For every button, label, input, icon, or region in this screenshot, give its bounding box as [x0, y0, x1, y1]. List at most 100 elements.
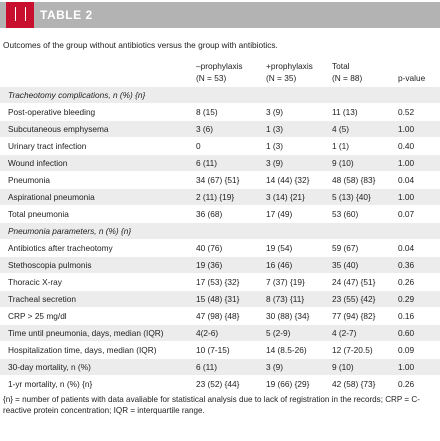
row-label: Aspirational pneumonia: [8, 192, 95, 202]
row-label: Thoracic X-ray: [8, 277, 62, 287]
table-row: Antibiotics after tracheotomy 40 (76) 19 (…: [0, 240, 440, 257]
cell: 40 (76): [196, 243, 223, 253]
row-label: Urinary tract infection: [8, 141, 87, 151]
table-row: 30-day mortality, n (%) 6 (11) 3 (9) 9 (10)…: [0, 358, 440, 376]
table-row: Wound infection 6 (11) 3 (9) 9 (10) 1.00: [0, 154, 440, 172]
column-n: (N = 35): [266, 73, 297, 83]
row-label: Tracheal secretion: [8, 294, 76, 304]
row-label: Hospitalization time, days, median (IQR): [8, 345, 157, 355]
cell: 0.26: [398, 277, 415, 287]
data-table: –prophylaxis (N = 53) +prophylaxis (N = 35)…: [0, 60, 440, 393]
cell: 10 (7-15): [196, 345, 230, 355]
cell: 36 (68): [196, 209, 223, 219]
cell: 4(2-6): [196, 328, 219, 338]
cell: 0.36: [398, 260, 415, 270]
table-row: Time until pneumonia, days, median (IQR)…: [0, 324, 440, 342]
cell: 5 (2-9): [266, 328, 291, 338]
cell: 0.04: [398, 243, 415, 253]
cell: 11 (13): [332, 107, 358, 117]
cell: 1 (1): [332, 141, 350, 151]
cell: 14 (8.5-26): [266, 345, 307, 355]
cell: 53 (60): [332, 209, 359, 219]
cell: 0.26: [398, 379, 415, 389]
table-row: Hospitalization time, days, median (IQR)…: [0, 342, 440, 359]
column-name: p-value: [398, 73, 426, 83]
cell: 1.00: [398, 158, 415, 168]
table-row: Stethoscopia pulmonis 19 (36) 16 (46) 35 (4…: [0, 256, 440, 274]
cell: 0: [196, 141, 201, 151]
caption: Outcomes of the group without antibiotic…: [3, 40, 278, 50]
table-row: Total pneumonia 36 (68) 17 (49) 53 (60) 0.07: [0, 206, 440, 223]
cell: 0.40: [398, 141, 415, 151]
cell: 1 (3): [266, 141, 284, 151]
cell: 30 (88) {34}: [266, 311, 310, 321]
icon: [6, 2, 34, 28]
cell: 47 (98) {48}: [196, 311, 240, 321]
cell: 0.29: [398, 294, 415, 304]
cell: 7 (37) {19}: [266, 277, 305, 287]
cell: 23 (52) {44}: [196, 379, 240, 389]
cell: 1.00: [398, 192, 415, 202]
footnote: {n} = number of patients with data avali…: [3, 395, 420, 415]
cell: 2 (11) {19}: [196, 192, 235, 202]
cell: 9 (10): [332, 362, 354, 372]
table-row: Thoracic X-ray 17 (53) {32} 7 (37) {19} 24 …: [0, 274, 440, 291]
cell: 0.07: [398, 209, 415, 219]
cell: 59 (67): [332, 243, 359, 253]
column-n: (N = 88): [332, 73, 363, 83]
header-cell: Total (N = 88): [332, 60, 398, 87]
cell: 4 (5): [332, 124, 350, 134]
cell: 15 (48) {31}: [196, 294, 240, 304]
cell: 19 (36): [196, 260, 223, 270]
cell: 48 (58) {83}: [332, 175, 376, 185]
cell: 3 (14) {21}: [266, 192, 305, 202]
column-name: Total: [332, 61, 350, 71]
row-label: Total pneumonia: [8, 209, 69, 219]
cell: 19 (54): [266, 243, 293, 253]
table-row: Urinary tract infection 0 1 (3) 1 (1) 0.40: [0, 138, 440, 155]
cell: 3 (9): [266, 362, 284, 372]
cell: 77 (94) {82}: [332, 311, 376, 321]
cell: 6 (11): [196, 158, 218, 168]
column-name: –prophylaxis: [196, 61, 243, 71]
cell: 12 (7-20.5): [332, 345, 373, 355]
column-name: +prophylaxis: [266, 61, 313, 71]
row-label: Wound infection: [8, 158, 68, 168]
header-cell: –prophylaxis (N = 53): [196, 60, 266, 87]
cell: 3 (9): [266, 158, 284, 168]
table-title: TABLE 2: [40, 8, 93, 22]
row-label: Antibiotics after tracheotomy: [8, 243, 113, 253]
header-cell: p-value: [398, 60, 440, 87]
cell: 17 (49): [266, 209, 293, 219]
cell: 1.00: [398, 124, 415, 134]
cell: 0.16: [398, 311, 415, 321]
cell: 4 (2-7): [332, 328, 357, 338]
row-label: 30-day mortality, n (%): [8, 362, 91, 372]
row-label: Post-operative bleeding: [8, 107, 96, 117]
cell: 23 (55) {42}: [332, 294, 376, 304]
cell: 1.00: [398, 362, 415, 372]
table-body: Tracheotomy complications, n (%) {n} Post…: [0, 87, 440, 393]
table-row: CRP > 25 mg/dl 47 (98) {48} 30 (88) {34} 77…: [0, 308, 440, 325]
table-row: Post-operative bleeding 8 (15) 3 (9) 11 (13…: [0, 104, 440, 121]
cell: 16 (46): [266, 260, 293, 270]
section-title: Pneumonia parameters, n (%) {n}: [8, 226, 132, 236]
banner: TABLE 2: [0, 2, 440, 28]
row-label: Stethoscopia pulmonis: [8, 260, 92, 270]
cell: 14 (44) {32}: [266, 175, 310, 185]
row-label: Pneumonia: [8, 175, 50, 185]
cell: 3 (6): [196, 124, 214, 134]
row-label: CRP > 25 mg/dl: [8, 311, 67, 321]
table-row: Subcutaneous emphysema 3 (6) 1 (3) 4 (5) 1.0…: [0, 120, 440, 138]
cell: 19 (66) {29}: [266, 379, 310, 389]
column-n: (N = 53): [196, 73, 227, 83]
section-row: Pneumonia parameters, n (%) {n}: [0, 222, 440, 240]
section-title: Tracheotomy complications, n (%) {n}: [8, 90, 146, 100]
header-cell: +prophylaxis (N = 35): [266, 60, 332, 87]
cell: 3 (9): [266, 107, 284, 117]
cell: 5 (13) {40}: [332, 192, 371, 202]
cell: 0.52: [398, 107, 415, 117]
cell: 8 (15): [196, 107, 218, 117]
cell: 0.09: [398, 345, 415, 355]
